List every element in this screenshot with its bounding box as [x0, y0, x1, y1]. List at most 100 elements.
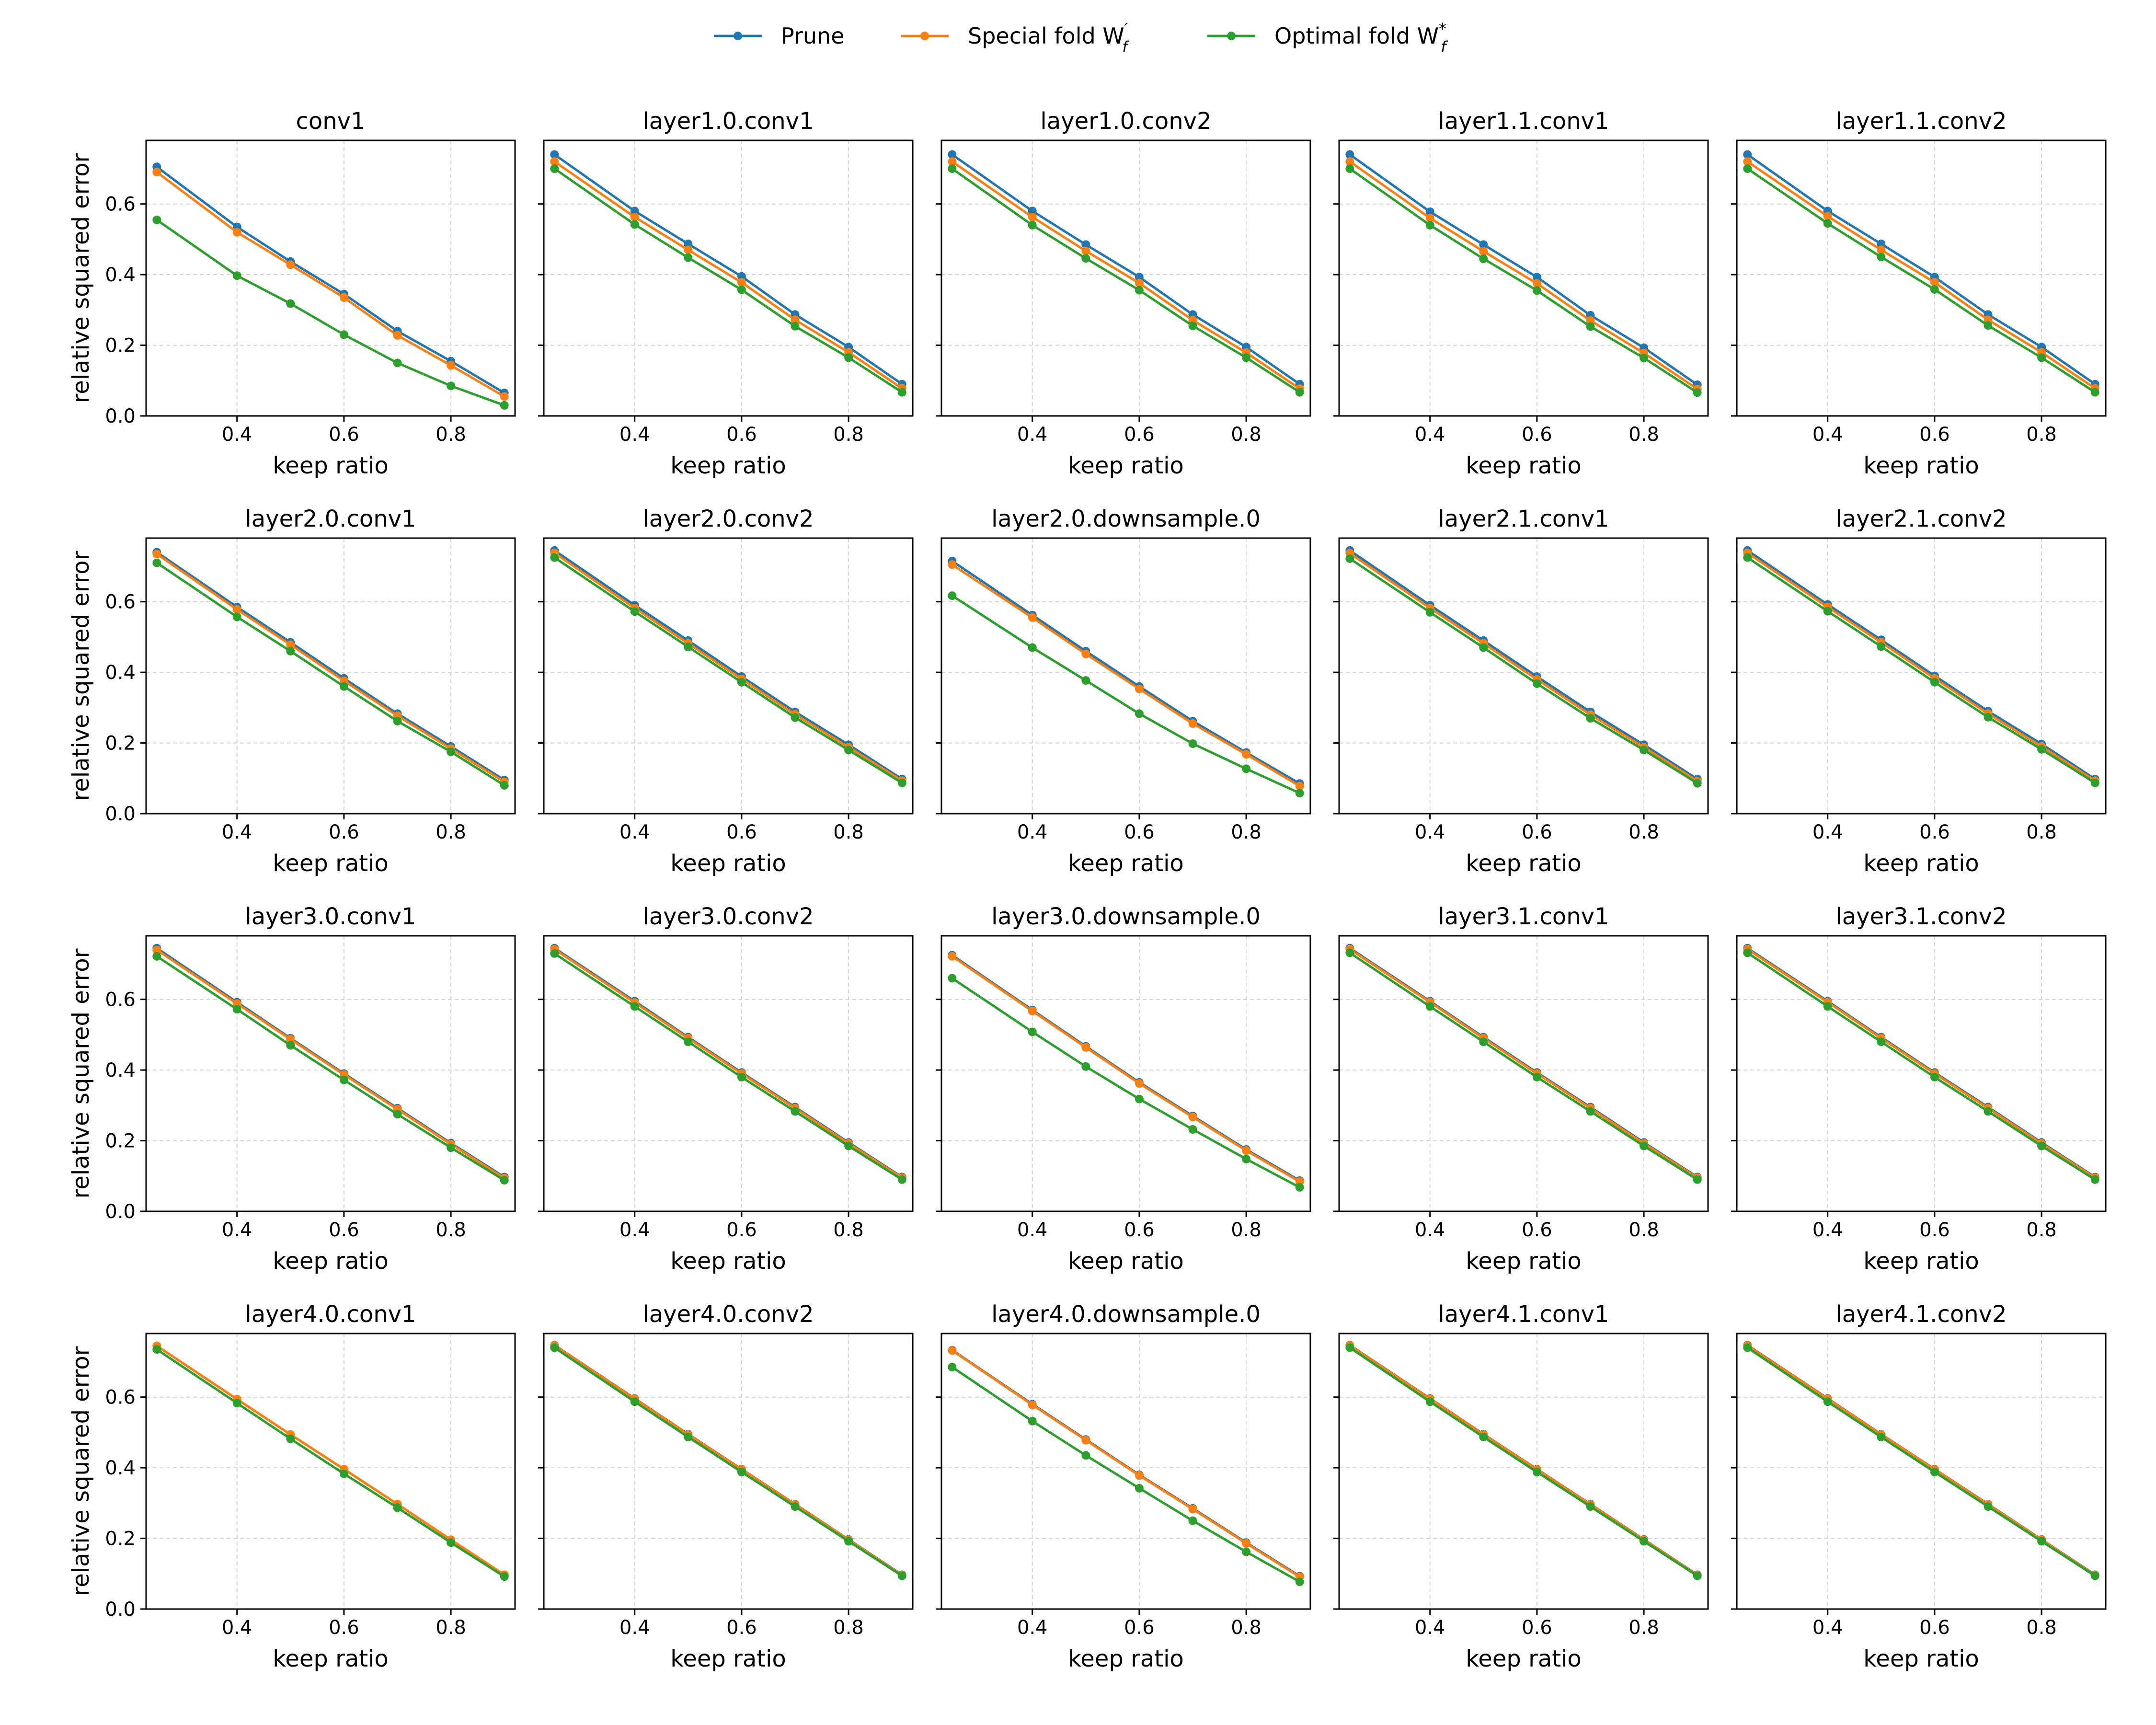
data-point	[684, 245, 693, 254]
data-point	[1425, 207, 1434, 216]
data-point	[1135, 278, 1144, 288]
data-point	[1425, 1002, 1434, 1011]
subplot-layer2-0-conv1: 0.4 0.6 0.8 0.0 0.2 0.4 0.6 layer2.0.conv1 keep …	[68, 506, 516, 877]
subplot-title: layer3.0.downsample.0	[991, 903, 1261, 930]
data-point	[1743, 948, 1752, 957]
subplot-title: layer1.1.conv1	[1438, 108, 1609, 135]
series-prune	[550, 150, 906, 389]
data-point	[2090, 778, 2099, 787]
series-optimal-fold-w-f	[152, 1345, 509, 1581]
legend-marker	[920, 32, 929, 40]
series-optimal-fold-w-f	[152, 558, 509, 790]
series-special-fold-w-f	[152, 1341, 509, 1579]
subplot-title: layer4.0.conv2	[642, 1301, 814, 1328]
x-axis-label: keep ratio	[1466, 452, 1582, 479]
x-axis-label: keep ratio	[1068, 1248, 1184, 1275]
subplot-title: layer4.0.conv1	[245, 1301, 416, 1328]
data-point	[232, 228, 241, 237]
data-point	[447, 381, 456, 391]
data-point	[152, 215, 161, 224]
series-special-fold-w-f	[1345, 157, 1702, 393]
data-point	[1295, 789, 1304, 798]
data-point	[1532, 273, 1541, 282]
data-point	[1743, 157, 1752, 166]
data-point	[1586, 316, 1595, 325]
subplot-layer2-1-conv1: 0.4 0.6 0.8 layer2.1.conv1 keep ratio	[1333, 506, 1709, 877]
legend-label-sub: f	[1441, 38, 1448, 56]
x-tick-label: 0.6	[1522, 1219, 1552, 1241]
data-point	[1295, 1577, 1304, 1587]
data-point	[1877, 1433, 1886, 1441]
y-tick-label: 0.2	[105, 335, 136, 357]
data-point	[897, 1175, 906, 1184]
data-point	[1028, 220, 1037, 230]
data-point	[393, 358, 402, 368]
x-axis-label: keep ratio	[670, 850, 786, 877]
data-point	[1345, 948, 1354, 957]
data-point	[1479, 1433, 1488, 1441]
data-point	[1188, 1125, 1197, 1134]
x-axis-label: keep ratio	[1863, 1645, 1979, 1672]
data-point	[948, 591, 957, 600]
data-point	[844, 746, 853, 755]
x-axis-label: keep ratio	[1863, 452, 1979, 479]
legend-entry-optimal-fold-wf: Optimal fold W* f	[1207, 20, 1448, 56]
x-tick-label: 0.6	[1124, 821, 1155, 843]
x-tick-label: 0.8	[436, 1617, 466, 1639]
data-point	[1532, 679, 1541, 688]
data-point	[152, 550, 161, 559]
x-tick-label: 0.6	[329, 1219, 359, 1241]
series-special-fold-w-f	[948, 157, 1304, 393]
data-point	[948, 164, 957, 173]
data-point	[684, 240, 693, 248]
data-point	[1242, 1547, 1251, 1556]
data-point	[1081, 676, 1090, 685]
data-point	[152, 945, 161, 954]
data-point	[286, 1434, 295, 1443]
y-tick-label: 0.0	[105, 1201, 136, 1223]
data-point	[948, 974, 957, 983]
data-point	[1586, 714, 1595, 723]
x-tick-label: 0.4	[1017, 1617, 1048, 1639]
data-point	[1242, 353, 1251, 362]
data-point	[550, 553, 559, 562]
x-tick-label: 0.6	[329, 424, 359, 446]
data-point	[1640, 746, 1649, 755]
legend-entry-prune: Prune	[714, 23, 844, 49]
data-point	[1479, 643, 1488, 652]
data-point	[1135, 684, 1144, 693]
data-point	[1930, 285, 1939, 294]
data-point	[1028, 1007, 1037, 1015]
data-point	[500, 401, 509, 410]
data-point	[393, 331, 402, 340]
x-tick-label: 0.4	[619, 1617, 650, 1639]
data-point	[684, 253, 693, 262]
plot-frame	[940, 935, 1311, 1212]
data-point	[684, 1037, 693, 1046]
data-point	[1479, 254, 1488, 263]
data-point	[1930, 678, 1939, 687]
x-tick-label: 0.8	[436, 1219, 466, 1241]
data-point	[232, 612, 241, 621]
series-optimal-fold-w-f	[948, 1363, 1304, 1587]
y-tick-label: 0.6	[105, 1387, 136, 1409]
x-tick-label: 0.4	[222, 821, 252, 843]
x-tick-label: 0.6	[726, 1617, 757, 1639]
data-point	[1028, 643, 1037, 652]
data-point	[1028, 1400, 1037, 1409]
data-point	[1188, 739, 1197, 748]
data-point	[737, 285, 746, 294]
subplot-layer2-0-downsample-0: 0.4 0.6 0.8 layer2.0.downsample.0 keep ratio	[936, 506, 1311, 877]
subplot-title: layer2.1.conv1	[1438, 506, 1609, 532]
series-optimal-fold-w-f	[1345, 554, 1702, 788]
x-tick-label: 0.8	[833, 1219, 864, 1241]
data-point	[1081, 240, 1090, 249]
x-tick-label: 0.4	[1415, 1219, 1445, 1241]
x-tick-label: 0.6	[726, 424, 757, 446]
x-axis-label: keep ratio	[1863, 1248, 1979, 1275]
data-point	[791, 1502, 800, 1511]
plot-frame	[1338, 935, 1709, 1212]
x-axis-label: keep ratio	[1466, 1645, 1582, 1672]
data-point	[232, 1005, 241, 1014]
data-point	[1425, 1397, 1434, 1406]
